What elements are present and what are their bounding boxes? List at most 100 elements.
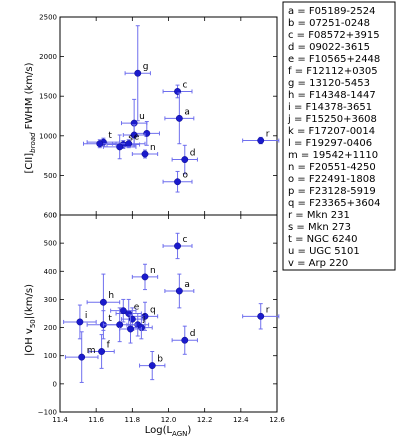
legend-entry: b = 07251-0248 (288, 18, 370, 29)
data-marker (181, 336, 189, 344)
bottom-y-axis-label: |OH v50|(km/s) (24, 284, 37, 356)
point-label: d (190, 149, 196, 159)
xlabel-sub: AGN (172, 430, 187, 438)
point-label: c (183, 80, 188, 90)
data-marker (98, 348, 106, 355)
bottom-ylabel-main: |OH v (24, 328, 35, 356)
legend-entry: e = F10565+2448 (288, 54, 380, 65)
data-marker (134, 69, 142, 77)
point-label: f (107, 340, 111, 350)
data-marker (130, 131, 138, 139)
data-point: c (162, 232, 193, 260)
data-marker (148, 362, 156, 370)
y-tick-label: 2000 (39, 53, 57, 61)
data-point (102, 307, 137, 343)
y-tick-label: 400 (44, 268, 57, 276)
x-tick-label: 12.6 (269, 416, 285, 424)
data-marker (78, 353, 86, 361)
legend-entry: s = Mkn 273 (288, 222, 351, 233)
point-label: r (266, 130, 270, 140)
data-marker (141, 150, 149, 158)
top-y-axis-label: [CII]broad FWHM (km/s) (24, 62, 37, 173)
data-marker (175, 114, 183, 122)
legend-entry: n = F20551-4250 (288, 162, 376, 173)
point-label: m (87, 346, 96, 356)
legend-entry: u = UGC 5101 (288, 246, 360, 257)
top-ylabel-sub: broad (29, 132, 37, 153)
data-marker (99, 298, 107, 306)
point-label: d (190, 329, 196, 339)
data-marker (181, 156, 189, 164)
y-tick-label: 2500 (39, 14, 57, 22)
point-label: t (108, 314, 112, 324)
data-point: r (242, 130, 280, 145)
point-label: a (184, 280, 190, 290)
bottom-ylabel-rest: |(km/s) (24, 284, 35, 319)
legend-entry: p = F23128-5919 (288, 186, 376, 197)
y-tick-label: 500 (44, 172, 57, 180)
data-point: b (139, 350, 166, 381)
data-marker (127, 325, 134, 333)
legend-entry: o = F22491-1808 (288, 174, 375, 185)
top-data-points: c g a u t s en d o r (83, 25, 280, 193)
point-label: j (142, 314, 146, 324)
data-marker (257, 137, 265, 145)
x-tick-label: 12.0 (161, 416, 177, 424)
legend-entry: v = Arp 220 (288, 258, 348, 269)
point-label: n (150, 143, 156, 153)
y-tick-label: 200 (44, 324, 57, 332)
x-tick-label: 12.4 (233, 416, 249, 424)
top-ylabel-main: [CII] (24, 153, 35, 174)
data-marker (175, 287, 183, 295)
legend-entry: m = 19542+1110 (288, 150, 378, 161)
y-tick-label: 500 (44, 240, 57, 248)
data-marker (119, 307, 127, 315)
point-label: o (183, 171, 189, 181)
data-point: e (111, 133, 146, 149)
point-label: q (150, 305, 156, 315)
top-plot-frame (59, 16, 278, 216)
y-tick-label: 300 (44, 296, 57, 304)
data-point: n (131, 263, 159, 291)
top-panel: 0 500 1000 1500 2000 2500 c g a u t s en d o r [CII]br… (24, 14, 280, 220)
data-point: d (171, 144, 198, 175)
y-tick-label: 0 (53, 212, 57, 220)
y-tick-label: 0 (53, 380, 57, 388)
bottom-ylabel-sub: 50 (29, 319, 37, 328)
legend-entry: g = 13120-5453 (288, 78, 370, 89)
data-marker (76, 318, 84, 326)
legend-entry: d = 09022-3615 (288, 42, 370, 53)
point-label: r (266, 305, 270, 315)
bottom-ticks: 11.4 11.6 11.8 12.0 12.2 12.4 12.6 −100 0 100 200 3… (38, 212, 286, 425)
point-label: u (139, 112, 145, 122)
point-label: e (134, 133, 140, 143)
legend-entry: l = F19297-0406 (288, 138, 372, 149)
point-label: t (108, 131, 112, 141)
data-point: a (164, 92, 195, 145)
legend-entry: c = F08572+3915 (288, 30, 380, 41)
data-point: g (124, 25, 151, 122)
data-point: n (131, 143, 159, 159)
point-label: a (184, 107, 190, 117)
data-marker (174, 242, 181, 250)
top-ticks: 0 500 1000 1500 2000 2500 (39, 14, 278, 220)
legend-entry: t = NGC 6240 (288, 234, 358, 245)
data-marker (125, 140, 133, 148)
legend-entry: r = Mkn 231 (288, 210, 350, 221)
point-label: b (157, 355, 163, 365)
legend-entry: f = F12112+0305 (288, 66, 378, 77)
legend-entry: a = F05189-2524 (288, 6, 376, 17)
y-tick-label: 1000 (39, 132, 57, 140)
bottom-plot-frame (59, 214, 278, 413)
data-point (102, 134, 137, 160)
y-tick-label: 100 (44, 352, 57, 360)
legend-box (282, 1, 396, 271)
bottom-panel: 11.4 11.6 11.8 12.0 12.2 12.4 12.6 −100 0 100 200 3… (24, 212, 285, 439)
point-label: s (128, 134, 133, 144)
y-tick-label: −100 (38, 409, 57, 417)
data-point: o (162, 171, 193, 193)
x-tick-label: 11.8 (125, 416, 141, 424)
data-marker (174, 178, 181, 186)
